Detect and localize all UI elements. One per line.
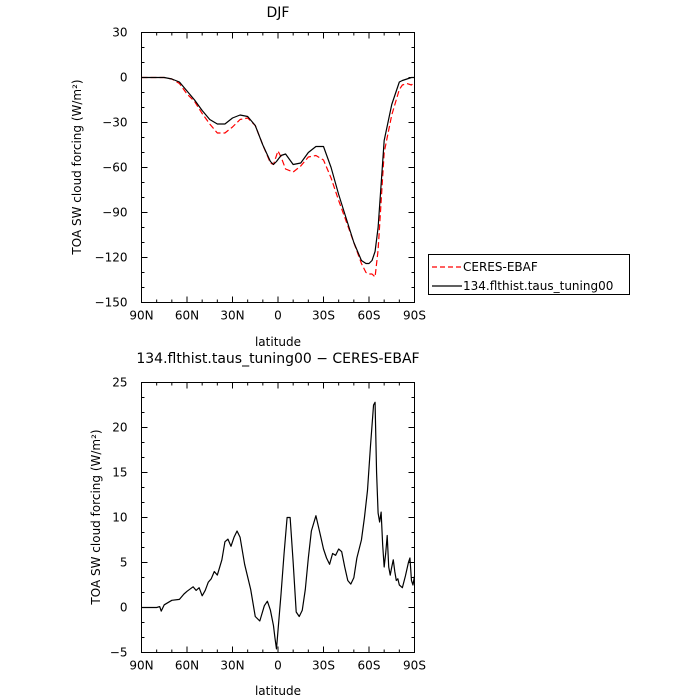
legend-ceres-label: CERES-EBAF <box>463 260 538 274</box>
top-series-line-1 <box>141 76 415 265</box>
top-x-tick-label: 30S <box>312 309 335 323</box>
legend-model-label: 134.flthist.taus_tuning00 <box>463 279 613 293</box>
top-x-tick-label: 60S <box>358 309 381 323</box>
bottom-y-axis-label: TOA SW cloud forcing (W/m²) <box>89 429 103 605</box>
bottom-x-tick-label: 90N <box>129 659 153 673</box>
top-panel: DJF TOA SW cloud forcing (W/m²) latitude… <box>70 5 426 349</box>
bottom-x-tick-label: 60S <box>358 659 381 673</box>
bottom-plot-frame <box>141 382 415 653</box>
bottom-axis-ticks: 90N 60N 30N 0 30S 60S 90S 25 20 15 10 5 0 −5 <box>110 376 426 673</box>
bottom-series-line-0 <box>141 401 416 650</box>
bottom-x-tick-label: 90S <box>403 659 426 673</box>
bottom-series-lines <box>141 401 416 650</box>
bottom-chart-title: 134.flthist.taus_tuning00 − CERES-EBAF <box>136 351 419 367</box>
bottom-y-tick-label: 15 <box>112 466 127 480</box>
top-y-axis-label: TOA SW cloud forcing (W/m²) <box>70 79 84 255</box>
bottom-y-tick-label: 25 <box>112 376 127 390</box>
bottom-y-tick-label: 0 <box>120 601 128 615</box>
bottom-y-tick-label: 20 <box>112 421 127 435</box>
top-x-tick-label: 90S <box>403 309 426 323</box>
bottom-x-tick-label: 0 <box>274 659 282 673</box>
top-plot-frame <box>141 32 415 303</box>
bottom-y-tick-label: −5 <box>110 646 128 660</box>
bottom-x-tick-label: 30N <box>220 659 244 673</box>
top-y-tick-label: 0 <box>120 71 128 85</box>
top-axis-ticks: 90N 60N 30N 0 30S 60S 90S 30 0 −30 −60 −90 −120 −150 <box>95 26 426 323</box>
bottom-panel: 134.flthist.taus_tuning00 − CERES-EBAF T… <box>89 351 426 698</box>
top-y-tick-label: −30 <box>102 116 127 130</box>
bottom-x-tick-label: 60N <box>175 659 199 673</box>
top-y-tick-label: −60 <box>102 161 127 175</box>
top-x-tick-label: 60N <box>175 309 199 323</box>
top-x-axis-label: latitude <box>255 335 301 349</box>
legend: CERES-EBAF 134.flthist.taus_tuning00 <box>428 254 630 295</box>
top-series-lines <box>141 76 415 278</box>
top-y-tick-label: −150 <box>95 296 128 310</box>
top-x-tick-label: 0 <box>274 309 282 323</box>
top-x-tick-label: 90N <box>129 309 153 323</box>
top-y-tick-label: 30 <box>112 26 127 40</box>
top-y-tick-label: −120 <box>95 251 128 265</box>
bottom-x-tick-label: 30S <box>312 659 335 673</box>
top-series-line-0 <box>141 76 415 278</box>
bottom-y-tick-label: 10 <box>112 511 127 525</box>
top-x-tick-label: 30N <box>220 309 244 323</box>
bottom-y-tick-label: 5 <box>120 556 128 570</box>
top-chart-title: DJF <box>267 5 290 21</box>
top-y-tick-label: −90 <box>102 206 127 220</box>
legend-box <box>428 254 630 295</box>
bottom-x-axis-label: latitude <box>255 684 301 698</box>
